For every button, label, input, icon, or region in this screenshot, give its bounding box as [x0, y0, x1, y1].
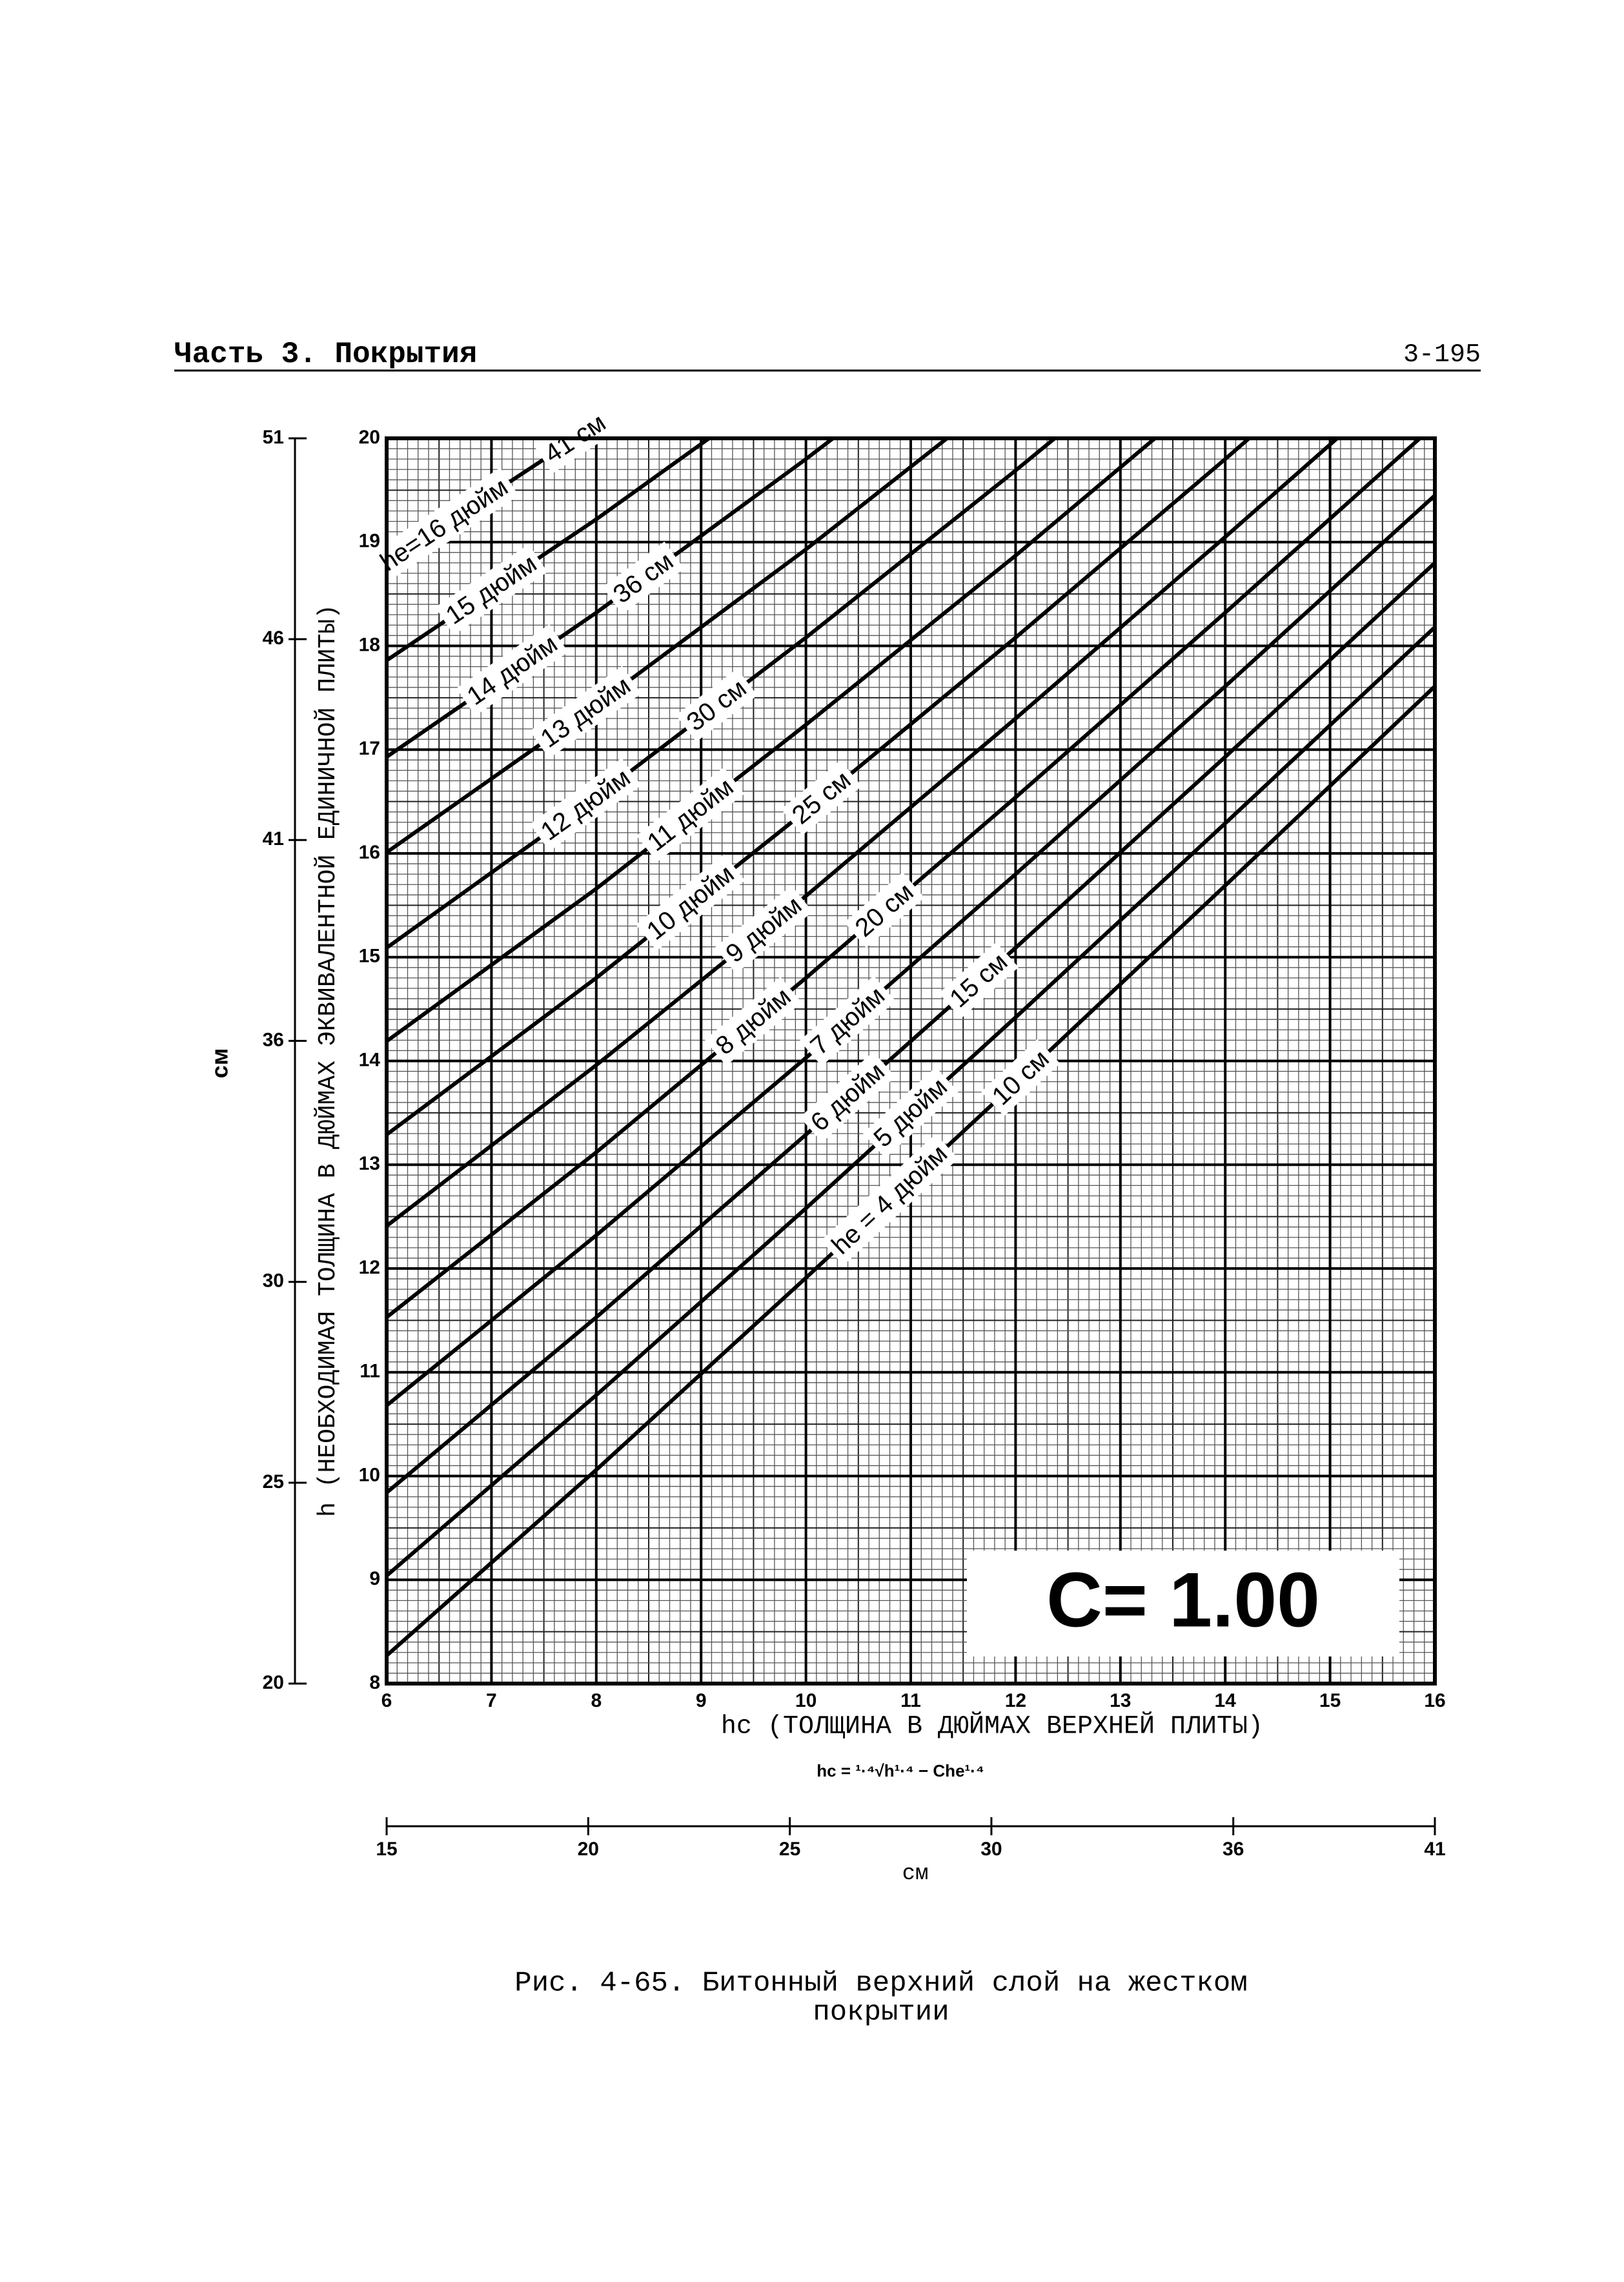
y2-tick-label: 41: [263, 828, 284, 850]
label-background: [800, 1052, 896, 1143]
x-tick-label: 7: [486, 1690, 497, 1711]
x2-tick-label: 20: [578, 1839, 599, 1860]
y2-tick-label: 46: [263, 627, 284, 649]
y2-tick-label: 51: [263, 427, 284, 448]
y-axis-label: h (НЕОБХОДИМАЯ ТОЛЩИНА В ДЮЙМАХ ЭКВИВАЛЕ…: [313, 604, 342, 1517]
curve: [387, 438, 1158, 1043]
y-tick-label: 9: [369, 1568, 380, 1589]
x-tick-label: 15: [1319, 1690, 1341, 1711]
y-tick-label: 13: [359, 1153, 380, 1174]
page-number: 3-195: [1403, 341, 1481, 370]
y-tick-label: 15: [359, 946, 380, 967]
x-tick-label: 16: [1424, 1690, 1445, 1711]
label-background: [529, 666, 642, 759]
y-tick-label: 19: [359, 531, 380, 552]
label-background: [676, 668, 758, 742]
caption-line: покрытии: [813, 1997, 949, 2029]
x2-axis-label: см: [902, 1862, 929, 1886]
y2-tick-label: 30: [263, 1270, 284, 1292]
label-background: [844, 872, 925, 948]
label-background: [602, 542, 685, 615]
label-background: [435, 544, 548, 635]
y-tick-label: 11: [360, 1361, 380, 1382]
y-tick-label: 17: [359, 738, 380, 759]
y2-tick-label: 25: [263, 1471, 284, 1492]
label-background: [636, 767, 745, 862]
y2-axis-label: см: [207, 1048, 233, 1079]
y-tick-label: 20: [359, 427, 380, 448]
x2-tick-label: 30: [980, 1839, 1002, 1860]
y-tick-label: 16: [359, 842, 380, 863]
header-title: Часть 3. Покрытия: [174, 338, 477, 371]
caption-line: Рис. 4-65. Битонный верхний слой на жест…: [514, 1968, 1247, 2000]
x-tick-label: 6: [381, 1690, 392, 1711]
curve: [387, 438, 837, 759]
y-tick-label: 10: [359, 1464, 380, 1485]
curve: [387, 438, 1252, 1137]
label-background: [981, 1039, 1061, 1117]
curve: [387, 438, 713, 662]
y-tick-label: 12: [359, 1257, 380, 1278]
curve: [387, 561, 1435, 1494]
label-background: [820, 1134, 959, 1265]
x2-tick-label: 36: [1223, 1839, 1244, 1860]
plot-frame: [385, 436, 1437, 1686]
label-background: [939, 942, 1019, 1019]
x-tick-label: 14: [1215, 1690, 1237, 1711]
label-background: [781, 760, 862, 835]
label-background: [369, 467, 519, 582]
x2-tick-label: 15: [376, 1839, 397, 1860]
curve: [387, 438, 1341, 1228]
annotation: C= 1.00: [1046, 1557, 1320, 1644]
y2-tick-label: 36: [263, 1029, 284, 1050]
x2-tick-label: 41: [1424, 1839, 1445, 1860]
label-background: [862, 1066, 959, 1159]
curve: [387, 494, 1435, 1407]
y-tick-label: 14: [359, 1049, 381, 1070]
x-tick-label: 12: [1005, 1690, 1026, 1711]
x-tick-label: 11: [900, 1690, 921, 1711]
x-tick-label: 13: [1110, 1690, 1131, 1711]
y-tick-label: 8: [369, 1672, 380, 1693]
formula: hc = ¹·⁴√h¹·⁴ − Che¹·⁴: [817, 1761, 984, 1780]
y2-tick-label: 20: [263, 1672, 284, 1693]
y-tick-label: 18: [359, 634, 380, 655]
label-background: [799, 975, 896, 1066]
x-tick-label: 10: [795, 1690, 817, 1711]
label-background: [636, 854, 746, 951]
label-background: [530, 758, 642, 851]
x-tick-label: 9: [696, 1690, 707, 1711]
x2-tick-label: 25: [779, 1839, 800, 1860]
annotation-box: [967, 1551, 1399, 1656]
label-background: [715, 885, 813, 974]
x-axis-label: hc (ТОЛЩИНА В ДЮЙМАХ ВЕРХНЕЙ ПЛИТЫ): [721, 1711, 1263, 1742]
label-background: [456, 624, 569, 717]
x-tick-label: 8: [591, 1690, 602, 1711]
label-background: [704, 977, 802, 1066]
grid: [385, 437, 1436, 1685]
